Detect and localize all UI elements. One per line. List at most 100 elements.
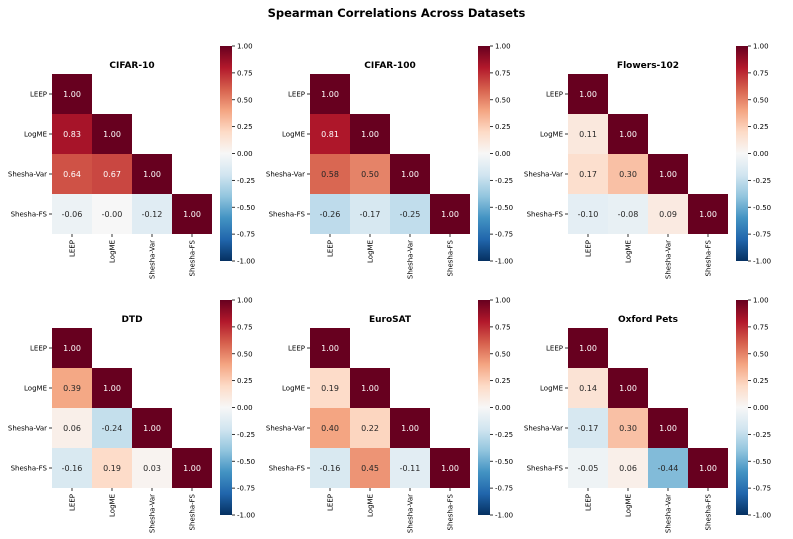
x-tick-label: LEEP [69, 494, 77, 511]
heatmap-cell [390, 448, 430, 488]
cell-value-label: 1.00 [441, 464, 459, 473]
x-tick-label: LogME [367, 494, 375, 517]
x-tick-label: Shesha-FS [189, 239, 197, 276]
cell-value-label: -0.25 [400, 210, 421, 219]
x-tick-label: LogME [367, 240, 375, 263]
y-tick-label: Shesha-Var [524, 425, 563, 433]
colorbar-tick-label: 0.25 [753, 377, 769, 385]
heatmap-cell [310, 114, 350, 154]
heatmap-cell [688, 194, 728, 234]
colorbar-tick-label: 0.25 [753, 123, 769, 131]
x-tick-label: Shesha-Var [665, 494, 673, 533]
y-tick-label: LogME [282, 385, 305, 393]
cell-value-label: -0.16 [62, 464, 83, 473]
heatmap-panel: DTD 1.00 0.39 1.00 0.06 -0.24 1.00 -0.16 0.19 0.0… [8, 297, 255, 534]
heatmap-cell [52, 74, 92, 114]
colorbar-tick-label: 0.50 [495, 96, 511, 104]
heatmap-cell [430, 194, 470, 234]
colorbar-tick-label: 0.50 [495, 350, 511, 358]
cell-value-label: 1.00 [619, 384, 637, 393]
heatmap-cell [310, 368, 350, 408]
cell-value-label: -0.05 [578, 464, 599, 473]
colorbar-tick-label: -0.50 [495, 458, 513, 466]
heatmap-panel: CIFAR-10 1.00 0.83 1.00 0.64 0.67 1.00 -0.06 -0.… [8, 43, 255, 280]
colorbar-tick-label: -0.75 [495, 231, 513, 239]
cell-value-label: 0.19 [321, 384, 339, 393]
cell-value-label: 1.00 [183, 464, 201, 473]
x-tick-label: Shesha-Var [407, 240, 415, 279]
heatmap-cell [350, 194, 390, 234]
colorbar-tick-label: 0.50 [237, 350, 253, 358]
heatmap-cell [608, 408, 648, 448]
colorbar-tick-label: -0.50 [237, 458, 255, 466]
cell-value-label: -0.06 [62, 210, 83, 219]
heatmap-cell [310, 154, 350, 194]
cell-value-label: 1.00 [361, 130, 379, 139]
heatmap-cell [390, 194, 430, 234]
y-tick-label: LEEP [30, 345, 47, 353]
cell-value-label: 0.81 [321, 130, 339, 139]
heatmap-panel: Oxford Pets 1.00 0.14 1.00 -0.17 0.30 1.00 -0.0… [524, 297, 771, 534]
colorbar-tick-label: 1.00 [753, 43, 769, 51]
y-tick-label: Shesha-FS [11, 211, 48, 219]
cell-value-label: 1.00 [103, 130, 121, 139]
y-tick-label: LEEP [546, 345, 563, 353]
heatmap-cell [350, 154, 390, 194]
heatmap-cell [390, 154, 430, 194]
heatmap-cell [688, 448, 728, 488]
heatmap-cell [608, 448, 648, 488]
heatmap-cell [568, 74, 608, 114]
heatmap-cell [52, 448, 92, 488]
colorbar-tick-label: -0.75 [753, 231, 771, 239]
panel-title: Flowers-102 [617, 61, 679, 71]
y-tick-label: Shesha-FS [527, 465, 564, 473]
cell-value-label: 0.83 [63, 130, 81, 139]
colorbar-tick-label: 1.00 [495, 297, 511, 305]
cell-value-label: 0.67 [103, 170, 121, 179]
x-tick-label: Shesha-FS [705, 239, 713, 276]
x-tick-label: Shesha-Var [407, 494, 415, 533]
heatmap-cell [52, 368, 92, 408]
cell-value-label: 0.03 [143, 464, 161, 473]
cell-value-label: -0.16 [320, 464, 341, 473]
cell-value-label: -0.26 [320, 210, 341, 219]
colorbar [478, 46, 490, 261]
heatmap-cell [92, 194, 132, 234]
colorbar-tick-label: 1.00 [753, 297, 769, 305]
cell-value-label: 1.00 [579, 344, 597, 353]
cell-value-label: 0.58 [321, 170, 339, 179]
heatmap-cell [568, 154, 608, 194]
heatmap-cell [52, 154, 92, 194]
heatmap-cell [132, 154, 172, 194]
cell-value-label: 1.00 [579, 90, 597, 99]
heatmap-cell [608, 114, 648, 154]
heatmap-cell [568, 328, 608, 368]
heatmap-panel: EuroSAT 1.00 0.19 1.00 0.40 0.22 1.00 -0.16 0.45… [266, 297, 513, 534]
heatmap-cell [52, 114, 92, 154]
cell-value-label: 1.00 [699, 464, 717, 473]
colorbar-tick-label: 0.00 [495, 404, 511, 412]
colorbar-tick-label: -0.50 [237, 204, 255, 212]
y-tick-label: LEEP [30, 91, 47, 99]
cell-value-label: 1.00 [183, 210, 201, 219]
x-tick-label: LEEP [585, 494, 593, 511]
x-tick-label: Shesha-FS [189, 493, 197, 530]
cell-value-label: 1.00 [659, 170, 677, 179]
y-tick-label: Shesha-Var [8, 425, 47, 433]
heatmap-cell [568, 448, 608, 488]
colorbar-tick-label: -1.00 [495, 512, 513, 520]
heatmap-cell [310, 408, 350, 448]
x-tick-label: Shesha-FS [705, 493, 713, 530]
colorbar-tick-label: 0.75 [495, 323, 511, 331]
colorbar-tick-label: -1.00 [753, 258, 771, 266]
y-tick-label: LEEP [288, 91, 305, 99]
y-tick-label: Shesha-FS [11, 465, 48, 473]
colorbar-tick-label: 0.75 [495, 69, 511, 77]
panel-title: Oxford Pets [618, 315, 678, 325]
cell-value-label: 0.19 [103, 464, 121, 473]
y-tick-label: Shesha-FS [269, 211, 306, 219]
heatmap-cell [350, 368, 390, 408]
heatmap-cell [568, 368, 608, 408]
colorbar-tick-label: 0.75 [237, 323, 253, 331]
cell-value-label: 0.39 [63, 384, 81, 393]
